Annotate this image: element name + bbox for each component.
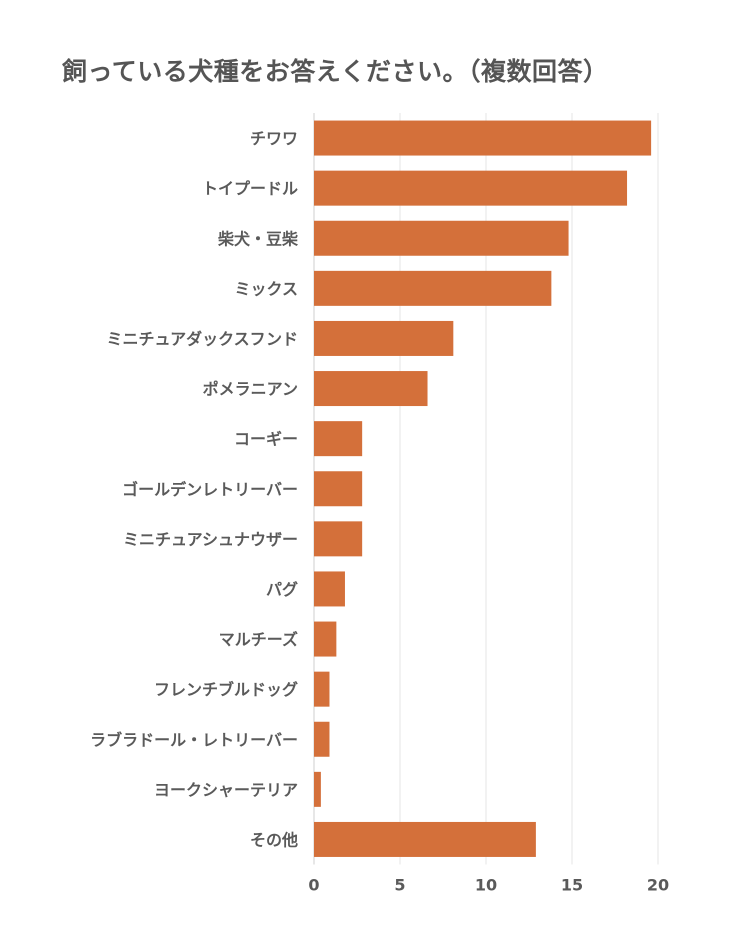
x-tick-label-20: 20 [647,876,669,895]
bar-13 [314,771,321,807]
category-label-0: チワワ [250,129,298,148]
bar-7 [314,471,363,507]
category-label-9: パグ [266,580,298,599]
bar-layer [314,120,652,857]
category-label-5: ポメラニアン [203,380,298,399]
category-label-13: ヨークシャーテリア [154,780,298,799]
bar-14 [314,821,536,857]
category-label-3: ミックス [234,279,298,298]
category-label-8: ミニチュアシュナウザー [123,530,298,549]
category-label-12: ラブラドール・レトリーバー [90,730,298,749]
bar-1 [314,170,628,206]
category-label-4: ミニチュアダックスフンド [106,329,298,348]
bar-11 [314,671,330,707]
category-labels: チワワトイプードル柴犬・豆柴ミックスミニチュアダックスフンドポメラニアンコーギー… [90,129,299,849]
category-label-7: ゴールデンレトリーバー [122,480,298,499]
category-label-1: トイプードル [202,179,298,198]
bar-0 [314,120,652,156]
bar-4 [314,320,454,356]
bar-12 [314,721,330,757]
category-label-14: その他 [250,830,298,849]
chart-title: 飼っている犬種をお答えください。（複数回答） [62,57,609,86]
bar-3 [314,270,552,306]
x-axis-ticks: 0 5 10 15 20 [308,876,669,895]
bar-10 [314,621,337,657]
x-tick-label-0: 0 [308,876,319,895]
category-label-2: 柴犬・豆柴 [217,229,299,248]
category-label-6: コーギー [234,430,298,449]
bar-6 [314,421,363,457]
bar-9 [314,571,345,607]
x-tick-label-5: 5 [394,876,405,895]
bar-8 [314,521,363,557]
x-tick-label-10: 10 [475,876,497,895]
category-label-10: マルチーズ [219,630,298,649]
x-tick-label-15: 15 [561,876,583,895]
bar-2 [314,220,569,256]
bar-5 [314,371,428,407]
category-label-11: フレンチブルドッグ [154,680,298,699]
